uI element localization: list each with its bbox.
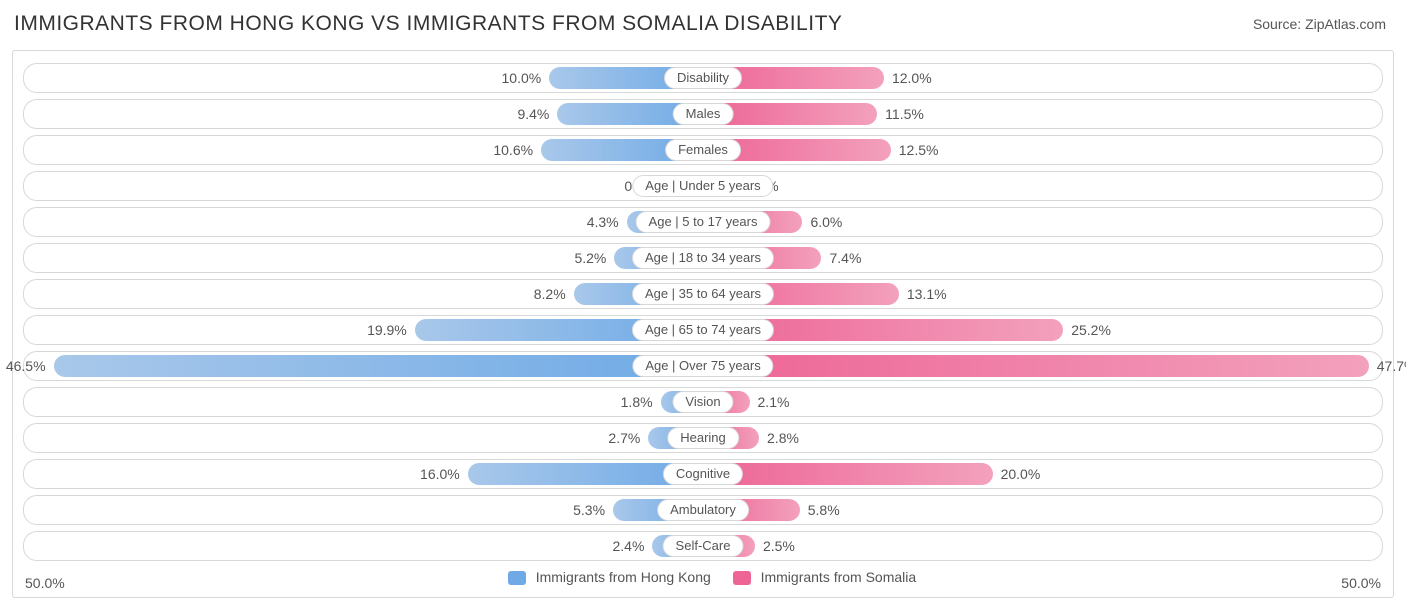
chart-row: 2.7% 2.8% Hearing: [23, 423, 1383, 453]
legend-label-right: Immigrants from Somalia: [761, 569, 917, 585]
value-label-left: 16.0%: [420, 460, 460, 488]
category-pill: Hearing: [667, 427, 739, 449]
chart-row: 0.95%1.3%Age | Under 5 years: [23, 171, 1383, 201]
bar-left: [54, 355, 703, 377]
bar-right: [703, 355, 1369, 377]
category-pill: Age | Under 5 years: [632, 175, 773, 197]
value-label-right: 47.7%: [1377, 352, 1406, 380]
category-pill: Cognitive: [663, 463, 743, 485]
value-label-right: 12.0%: [892, 64, 932, 92]
category-pill: Age | 18 to 34 years: [632, 247, 774, 269]
legend-swatch-left: [508, 571, 526, 585]
category-pill: Vision: [672, 391, 733, 413]
value-label-left: 4.3%: [587, 208, 619, 236]
legend-label-left: Immigrants from Hong Kong: [536, 569, 711, 585]
value-label-left: 8.2%: [534, 280, 566, 308]
value-label-right: 13.1%: [907, 280, 947, 308]
value-label-right: 2.5%: [763, 532, 795, 560]
chart-row: 8.2% 13.1% Age | 35 to 64 years: [23, 279, 1383, 309]
value-label-right: 6.0%: [810, 208, 842, 236]
category-pill: Males: [673, 103, 734, 125]
value-label-right: 5.8%: [808, 496, 840, 524]
value-label-right: 25.2%: [1071, 316, 1111, 344]
category-pill: Self-Care: [663, 535, 744, 557]
category-pill: Age | 5 to 17 years: [636, 211, 771, 233]
chart-row: 4.3% 6.0% Age | 5 to 17 years: [23, 207, 1383, 237]
category-pill: Age | 65 to 74 years: [632, 319, 774, 341]
category-pill: Disability: [664, 67, 742, 89]
category-pill: Females: [665, 139, 741, 161]
value-label-right: 7.4%: [829, 244, 861, 272]
value-label-right: 12.5%: [899, 136, 939, 164]
value-label-left: 5.3%: [573, 496, 605, 524]
value-label-left: 2.4%: [613, 532, 645, 560]
category-pill: Ambulatory: [657, 499, 749, 521]
category-pill: Age | Over 75 years: [632, 355, 773, 377]
chart-row: 5.2% 7.4% Age | 18 to 34 years: [23, 243, 1383, 273]
chart-row: 46.5%47.7%Age | Over 75 years: [23, 351, 1383, 381]
chart-row: 1.8% 2.1% Vision: [23, 387, 1383, 417]
value-label-right: 11.5%: [885, 100, 924, 128]
category-pill: Age | 35 to 64 years: [632, 283, 774, 305]
value-label-left: 19.9%: [367, 316, 407, 344]
chart-row: 5.3% 5.8% Ambulatory: [23, 495, 1383, 525]
chart-row: 2.4% 2.5% Self-Care: [23, 531, 1383, 561]
chart-container: 10.0%12.0%Disability9.4%11.5%Males10.6%1…: [12, 50, 1394, 598]
value-label-left: 1.8%: [621, 388, 653, 416]
chart-row: 9.4% 11.5% Males: [23, 99, 1383, 129]
chart-row: 19.9% 25.2% Age | 65 to 74 years: [23, 315, 1383, 345]
value-label-left: 46.5%: [6, 352, 46, 380]
source-attribution: Source: ZipAtlas.com: [1253, 16, 1386, 32]
value-label-left: 2.7%: [608, 424, 640, 452]
value-label-right: 2.1%: [758, 388, 790, 416]
value-label-left: 9.4%: [517, 100, 549, 128]
value-label-right: 20.0%: [1001, 460, 1041, 488]
chart-title: IMMIGRANTS FROM HONG KONG VS IMMIGRANTS …: [14, 12, 842, 36]
chart-row: 16.0% 20.0% Cognitive: [23, 459, 1383, 489]
legend: Immigrants from Hong Kong Immigrants fro…: [13, 569, 1393, 591]
rows-container: 10.0%12.0%Disability9.4%11.5%Males10.6%1…: [23, 63, 1383, 565]
legend-swatch-right: [733, 571, 751, 585]
bar-right: [703, 463, 993, 485]
chart-row: 10.6% 12.5% Females: [23, 135, 1383, 165]
value-label-right: 2.8%: [767, 424, 799, 452]
value-label-left: 10.0%: [502, 64, 542, 92]
value-label-left: 5.2%: [574, 244, 606, 272]
chart-row: 10.0% 12.0% Disability: [23, 63, 1383, 93]
value-label-left: 10.6%: [493, 136, 533, 164]
